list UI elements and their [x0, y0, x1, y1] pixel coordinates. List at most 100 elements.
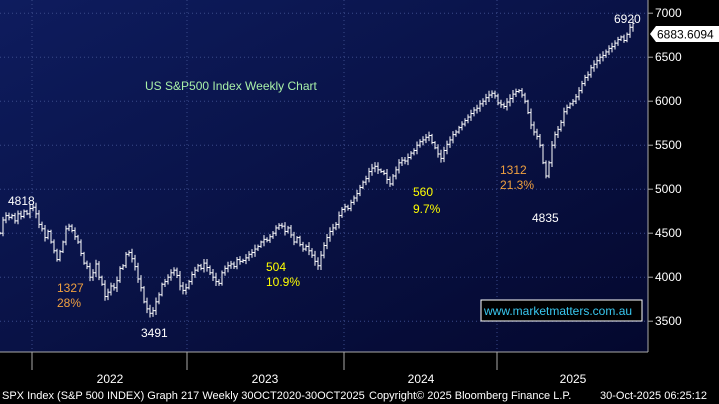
price-bar	[556, 125, 560, 139]
price-bar	[298, 235, 302, 247]
price-bar	[367, 167, 371, 183]
price-bar	[454, 129, 458, 137]
price-bar	[364, 175, 368, 186]
price-bar	[46, 229, 50, 240]
x-tick-label: 2025	[560, 372, 587, 386]
price-bar	[67, 223, 71, 232]
price-bar	[409, 151, 413, 160]
x-tick-label: 2022	[97, 372, 124, 386]
price-bar	[136, 262, 140, 283]
footer-copyright: Copyright© 2025 Bloomberg Finance L.P.	[369, 390, 571, 402]
price-bar	[61, 240, 65, 254]
annotation-low-4835: 4835	[532, 211, 559, 225]
price-bar	[229, 260, 233, 269]
annotation-drop-504-pct: 10.9%	[266, 275, 300, 289]
annotation-drop-1327-pct: 28%	[57, 296, 81, 310]
annotation-drop-560-pct: 9.7%	[413, 202, 441, 216]
price-bar	[586, 71, 590, 81]
price-bar	[508, 94, 512, 107]
y-tick-label: 6500	[655, 50, 682, 64]
price-bar	[598, 53, 602, 65]
watermark: www.marketmatters.com.au	[480, 299, 643, 322]
price-bar	[31, 204, 35, 212]
price-bar	[448, 136, 452, 148]
annotation-drop-1327: 1327	[57, 281, 84, 295]
price-bar	[148, 304, 152, 318]
plot-background	[0, 0, 648, 352]
price-bar	[178, 271, 182, 291]
price-bar	[52, 239, 56, 254]
price-bar	[346, 204, 350, 211]
y-tick-label: 5000	[655, 182, 682, 196]
annotations: 4818 1327 28% 3491 504 10.9% 560 9.7% 13…	[8, 12, 641, 340]
price-bar	[223, 265, 227, 276]
price-bar	[280, 222, 284, 229]
axis-background-bottom	[0, 352, 719, 404]
price-bar	[7, 212, 11, 221]
price-bar	[457, 125, 461, 134]
price-bar	[439, 149, 443, 163]
price-bar	[613, 40, 617, 50]
price-bar	[13, 212, 17, 224]
price-bar	[628, 23, 632, 38]
price-bar	[34, 202, 38, 219]
price-bar	[40, 221, 44, 232]
price-bar	[43, 224, 47, 242]
price-bar	[415, 141, 419, 155]
price-bar	[4, 212, 8, 224]
price-bar	[139, 275, 143, 292]
price-bar	[595, 56, 599, 69]
price-bar	[619, 35, 623, 42]
price-bar	[49, 229, 53, 244]
price-bar	[151, 307, 155, 317]
price-bar	[94, 259, 98, 278]
price-bar	[514, 88, 518, 97]
price-bar	[463, 118, 467, 127]
price-bar	[127, 250, 131, 257]
price-bar	[472, 107, 476, 117]
price-bar	[535, 128, 539, 140]
price-bar	[325, 233, 329, 250]
annotation-high-4818: 4818	[8, 194, 35, 208]
price-bar	[343, 203, 347, 213]
price-bar	[520, 88, 524, 98]
price-bar	[361, 180, 365, 190]
price-bar	[112, 283, 116, 291]
price-bar	[532, 121, 536, 136]
price-bar	[196, 263, 200, 272]
price-bar	[478, 100, 482, 112]
annotation-drop-560: 560	[413, 185, 433, 199]
price-bar	[460, 121, 464, 131]
price-bar	[262, 235, 266, 247]
price-bar	[625, 32, 629, 43]
price-bar	[370, 163, 374, 176]
price-bar	[235, 256, 239, 270]
price-bar	[607, 45, 611, 56]
annotation-high-6920: 6920	[614, 12, 641, 26]
price-bar	[190, 271, 194, 285]
price-bar	[544, 160, 548, 179]
price-bar	[523, 92, 527, 104]
last-price-label: 6883.6094	[657, 28, 714, 42]
price-bar	[199, 263, 203, 271]
annotation-drop-1312: 1312	[500, 163, 527, 177]
footer: SPX Index (S&P 500 INDEX) Graph 217 Week…	[2, 390, 707, 402]
price-bar	[292, 231, 296, 246]
price-bar	[574, 94, 578, 104]
price-bar	[382, 169, 386, 176]
price-bar	[604, 49, 608, 58]
price-bar	[25, 209, 29, 216]
price-bar	[118, 266, 122, 283]
price-bar	[400, 157, 404, 166]
price-bar	[484, 93, 488, 106]
y-tick-label: 6000	[655, 94, 682, 108]
price-bar	[622, 34, 626, 43]
price-bar	[130, 248, 134, 263]
price-bar	[568, 102, 572, 109]
price-bar	[181, 282, 185, 295]
price-bar	[271, 230, 275, 239]
price-bar	[580, 80, 584, 94]
price-bar	[316, 257, 320, 270]
watermark-text: www.marketmatters.com.au	[483, 304, 632, 318]
